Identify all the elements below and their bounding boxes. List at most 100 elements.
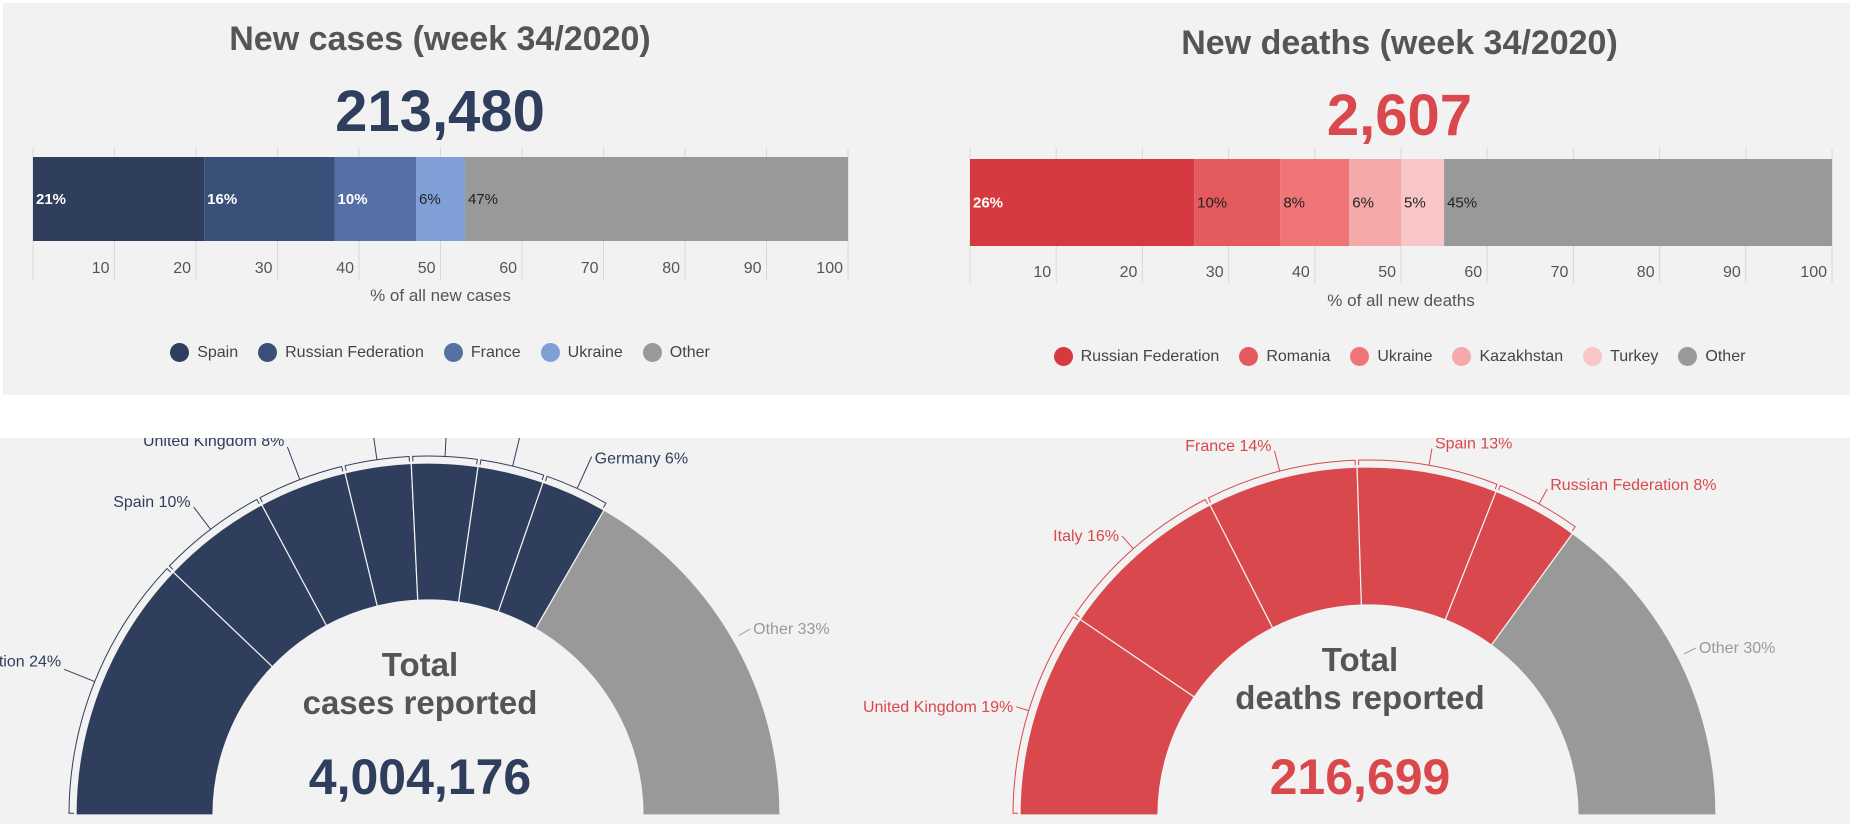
- legend-swatch: [1239, 347, 1259, 366]
- total-deaths-title-line-2: deaths reported: [1235, 679, 1485, 716]
- x-tick-label: 10: [92, 260, 110, 277]
- bar-data-label: 16%: [207, 191, 237, 208]
- legend-label: Ukraine: [1377, 347, 1433, 365]
- bar-segment-france: [334, 157, 417, 241]
- gauge-label-spain: Spain 10%: [113, 494, 190, 511]
- gauge-label-other: Other 30%: [1699, 640, 1775, 657]
- x-tick-label: 60: [499, 260, 517, 277]
- legend-item-turkey: Turkey: [1583, 347, 1658, 366]
- x-tick-label: 50: [418, 260, 436, 277]
- x-tick-label: 40: [336, 260, 354, 277]
- gauge-label-united-kingdom: United Kingdom 19%: [863, 699, 1013, 716]
- x-tick-label: 80: [1637, 264, 1655, 281]
- legend-label: Turkey: [1610, 347, 1659, 365]
- gauge-leader-line: [373, 438, 378, 460]
- gauge-label-russian-federation: Russian Federation 24%: [0, 653, 61, 670]
- new-deaths-title: New deaths (week 34/2020): [1181, 24, 1618, 62]
- x-tick-label: 90: [1723, 264, 1741, 281]
- legend-item-russian-federation: Russian Federation: [1053, 347, 1220, 366]
- bar-data-label: 26%: [973, 195, 1003, 212]
- new-cases-title: New cases (week 34/2020): [229, 20, 651, 58]
- new-cases-legend: Spain Russian Federation France Ukraine Othe…: [32, 343, 848, 362]
- gauge-bracket: [412, 455, 478, 465]
- gauge-bracket: [168, 498, 260, 570]
- legend-item-kazakhstan: Kazakhstan: [1452, 347, 1563, 366]
- gauge-label-germany: Germany 6%: [595, 451, 688, 468]
- gauge-leader-line: [1538, 488, 1548, 505]
- x-tick-label: 20: [1120, 264, 1138, 281]
- legend-swatch: [170, 343, 190, 362]
- total-cases-title-line-2: cases reported: [302, 684, 538, 721]
- legend-label: Russian Federation: [285, 343, 424, 361]
- gauge-label-france: France 14%: [1185, 438, 1271, 455]
- x-tick-label: 100: [1800, 264, 1827, 281]
- gauge-label-united-kingdom: United Kingdom 8%: [143, 438, 284, 450]
- legend-item-other: Other: [642, 343, 710, 362]
- bar-segment-spain: [33, 157, 205, 241]
- bar-segment-ukraine: [1280, 159, 1350, 246]
- total-cases-title: Total cases reported: [270, 646, 570, 722]
- gauge-label-other: Other 33%: [753, 621, 829, 638]
- new-deaths-bar-chart: 26% 10% 8% 6% 5% 45% 10 20 30 40 50 60 70 80 90 100 % of…: [969, 148, 1833, 310]
- x-tick-label: 60: [1464, 264, 1482, 281]
- x-tick-label: 80: [662, 260, 680, 277]
- x-tick-label: 10: [1033, 264, 1051, 281]
- bar-segment-other: [464, 157, 848, 241]
- x-tick-label: 70: [581, 260, 599, 277]
- x-tick-label: 40: [1292, 264, 1310, 281]
- bar-segment-turkey: [1401, 159, 1445, 246]
- legend-item-other: Other: [1678, 347, 1745, 366]
- bar-data-label: 5%: [1404, 195, 1426, 212]
- total-cases-headline: 4,004,176: [308, 749, 532, 805]
- bar-segment-russian-federation: [970, 159, 1195, 246]
- gauge-leader-line: [1274, 450, 1281, 472]
- bar-data-label: 6%: [1352, 195, 1374, 212]
- legend-swatch: [540, 343, 560, 362]
- legend-label: Kazakhstan: [1479, 347, 1564, 365]
- gauge-leader-line: [1684, 647, 1697, 655]
- gauge-bracket: [344, 455, 410, 471]
- legend-item-france: France: [443, 343, 521, 362]
- new-deaths-headline: 2,607: [1326, 83, 1473, 148]
- bar-data-label: 6%: [419, 191, 441, 208]
- legend-label: Other: [669, 343, 710, 361]
- legend-label: France: [470, 343, 521, 361]
- x-tick-label: 70: [1551, 264, 1569, 281]
- legend-item-spain: Spain: [170, 343, 238, 362]
- legend-swatch: [1053, 347, 1073, 366]
- x-tick-label: 20: [173, 260, 191, 277]
- x-tick-label: 30: [255, 260, 273, 277]
- gauge-label-russian-federation: Russian Federation 8%: [1550, 477, 1716, 494]
- gauge-bracket: [68, 567, 171, 814]
- gauge-leader-line: [1016, 706, 1029, 712]
- total-deaths-title-line-1: Total: [1321, 641, 1399, 678]
- new-cases-bar-chart: 21% 16% 10% 6% 47% 10 20 30 40 50 60 70 80 90 100 % of …: [32, 148, 849, 305]
- gauge-slice-other: [534, 509, 781, 816]
- legend-label: Spain: [197, 343, 239, 361]
- gauge-leader-line: [193, 506, 211, 530]
- bar-segment-russian-federation: [204, 157, 335, 241]
- legend-item-ukraine: Ukraine: [540, 343, 623, 362]
- legend-label: Ukraine: [567, 343, 623, 361]
- gauge-slice-other: [1490, 532, 1717, 816]
- bar-data-label: 10%: [1197, 195, 1227, 212]
- bar-segment-romania: [1194, 159, 1281, 246]
- legend-label: Russian Federation: [1080, 347, 1220, 365]
- bar-data-label: 10%: [338, 191, 368, 208]
- gauge-label-france: France 6%: [523, 438, 600, 441]
- gauge-leader-line: [1428, 448, 1433, 466]
- x-tick-label: 90: [744, 260, 762, 277]
- gauge-leader-line: [286, 446, 301, 480]
- x-tick-label: 100: [816, 260, 843, 277]
- legend-swatch: [258, 343, 278, 362]
- total-deaths-title: Total deaths reported: [1210, 641, 1510, 717]
- totals-gauge-charts: Russian Federation 24% Spain 10% United Ki…: [0, 438, 1775, 816]
- legend-swatch: [1583, 347, 1603, 366]
- total-cases-title-line-1: Total: [381, 646, 459, 683]
- gauge-bracket: [479, 459, 545, 481]
- gauge-leader-line: [512, 438, 520, 467]
- legend-label: Romania: [1266, 347, 1331, 365]
- gauge-bracket: [1074, 498, 1208, 618]
- gauge-label-spain: Spain 13%: [1435, 438, 1512, 453]
- gauge-leader-line: [63, 668, 95, 683]
